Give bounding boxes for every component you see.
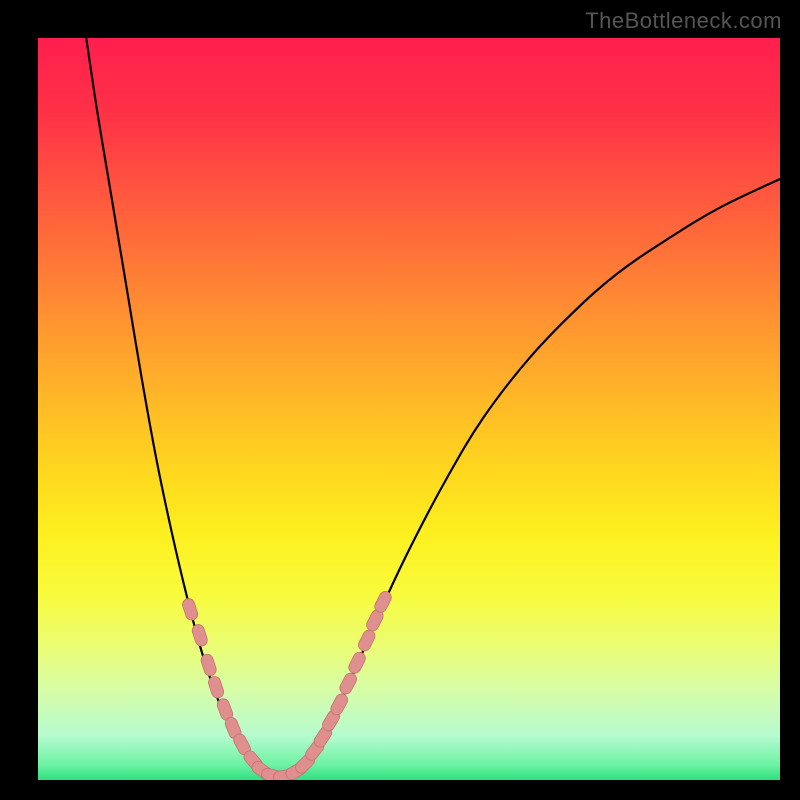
gradient-background: [38, 38, 780, 780]
watermark-text: TheBottleneck.com: [585, 8, 782, 34]
chart-container: { "dimensions": { "width": 800, "height"…: [0, 0, 800, 800]
plot-area: [38, 38, 780, 780]
